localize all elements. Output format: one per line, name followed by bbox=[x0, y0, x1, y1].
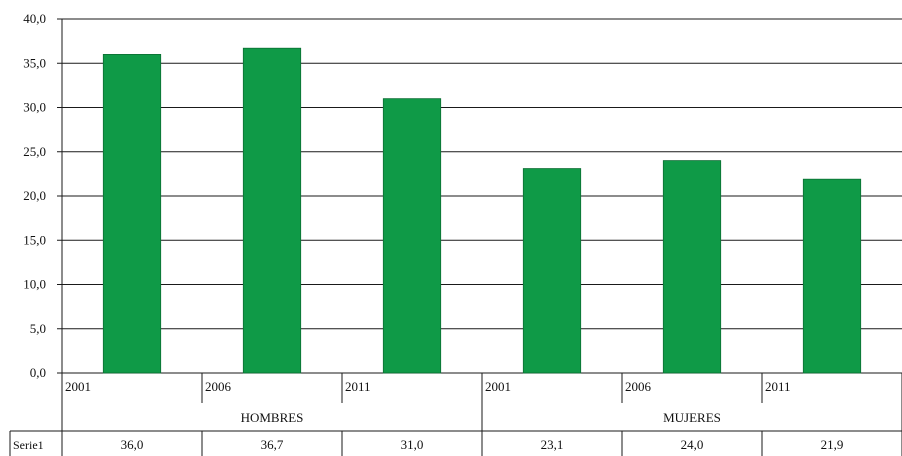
y-tick-label: 20,0 bbox=[23, 188, 46, 203]
bar bbox=[102, 54, 162, 374]
data-value-label: 21,9 bbox=[821, 437, 844, 452]
bars bbox=[102, 47, 862, 374]
data-value-label: 36,0 bbox=[121, 437, 144, 452]
bar bbox=[242, 47, 302, 374]
bar bbox=[802, 178, 862, 374]
bar bbox=[662, 160, 722, 374]
data-value-label: 24,0 bbox=[681, 437, 704, 452]
group-label: HOMBRES bbox=[241, 410, 304, 425]
y-tick-label: 30,0 bbox=[23, 100, 46, 115]
bar bbox=[522, 168, 582, 374]
data-table: 2001 2006 2011 2001 2006 2011 HOMBRES MUJERES Se… bbox=[9, 373, 902, 456]
data-value-label: 31,0 bbox=[401, 437, 424, 452]
category-label: 2001 bbox=[65, 379, 91, 394]
y-tick-label: 10,0 bbox=[23, 277, 46, 292]
group-label: MUJERES bbox=[663, 410, 721, 425]
category-label: 2011 bbox=[765, 379, 791, 394]
gridlines bbox=[62, 18, 902, 374]
category-label: 2001 bbox=[485, 379, 511, 394]
y-tick-label: 25,0 bbox=[23, 144, 46, 159]
category-label: 2006 bbox=[625, 379, 652, 394]
data-value-label: 36,7 bbox=[261, 437, 284, 452]
bar bbox=[382, 98, 442, 374]
y-tick-label: 5,0 bbox=[30, 321, 46, 336]
y-tick-label: 15,0 bbox=[23, 232, 46, 247]
y-tick-label: 35,0 bbox=[23, 55, 46, 70]
y-axis: 0,0 5,0 10,0 15,0 20,0 25,0 30,0 35,0 40,0 bbox=[23, 11, 63, 380]
category-label: 2006 bbox=[205, 379, 232, 394]
series-label: Serie1 bbox=[13, 438, 44, 452]
category-label: 2011 bbox=[345, 379, 371, 394]
y-tick-label: 40,0 bbox=[23, 11, 46, 26]
y-tick-label: 0,0 bbox=[30, 365, 46, 380]
data-value-label: 23,1 bbox=[541, 437, 564, 452]
